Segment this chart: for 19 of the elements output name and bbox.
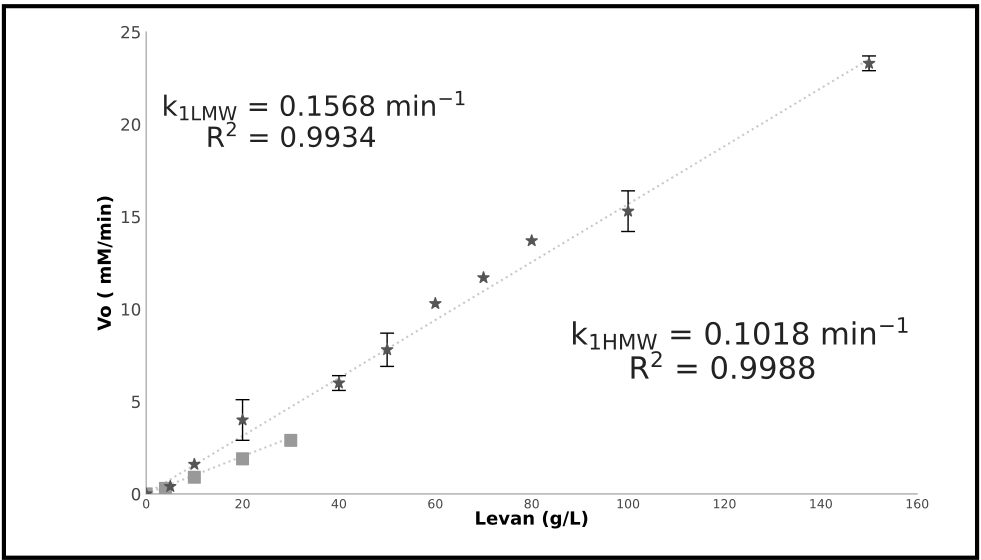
x-tick-label: 100 — [618, 499, 640, 508]
x-tick-label: 0 — [143, 499, 150, 508]
x-tick-label: 160 — [906, 499, 928, 508]
text: k$_{1HMW}$ = 0.1018 min$^{−1}$ R$^{2}$ = 0.9988 — [573, 317, 908, 380]
y-tick-label: 0 — [132, 488, 140, 500]
x-tick-label: 40 — [332, 499, 346, 508]
x-tick-label: 20 — [236, 499, 250, 508]
text: k$_{1LMW}$ = 0.1568 min$^{−1}$ R$^{2}$ = 0.9934 — [164, 90, 464, 148]
y-tick-label: 20 — [121, 118, 140, 131]
y-axis-title: Vo ( mM/min) — [97, 196, 114, 331]
y-tick-label: 25 — [121, 26, 140, 38]
y-tick-label: 5 — [132, 396, 140, 408]
y-tick-label: 15 — [122, 210, 140, 224]
x-axis-title: Levan (g/L) — [476, 510, 588, 528]
x-tick-label: 140 — [810, 499, 832, 508]
y-tick-label: 10 — [122, 303, 140, 316]
x-tick-label: 80 — [524, 499, 539, 508]
x-tick-label: 120 — [714, 499, 736, 508]
x-tick-label: 60 — [428, 499, 442, 508]
